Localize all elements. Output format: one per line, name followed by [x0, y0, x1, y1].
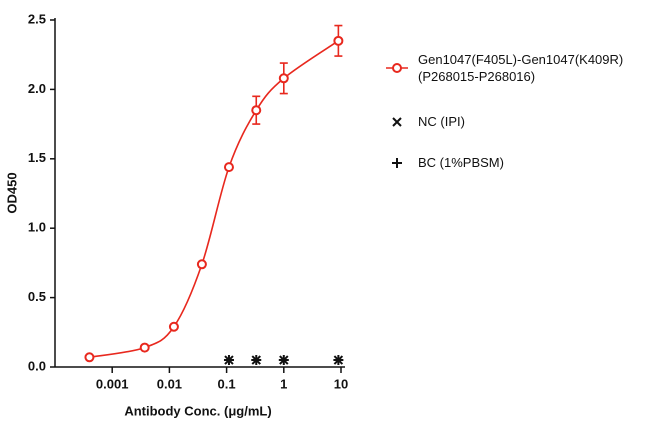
legend-label: Gen1047(F405L)-Gen1047(K409R) (P268015-P… — [418, 52, 624, 84]
point — [251, 105, 262, 116]
x-tick-label: 1 — [280, 376, 287, 391]
point — [84, 352, 95, 363]
y-tick-label: 1.5 — [28, 150, 46, 165]
point — [251, 355, 262, 366]
legend-marker — [392, 158, 402, 168]
y-tick-label: 2.0 — [28, 81, 46, 96]
legend-label: BC (1%PBSM) — [418, 155, 504, 170]
point — [278, 73, 289, 84]
y-tick-label: 1.0 — [28, 220, 46, 235]
legend-marker — [392, 63, 402, 73]
y-tick-label: 0.5 — [28, 289, 46, 304]
point — [278, 355, 289, 366]
point — [168, 321, 179, 332]
x-axis-label: Antibody Conc. (μg/mL) — [124, 403, 271, 418]
point — [333, 35, 344, 46]
legend-label: NC (IPI) — [418, 114, 465, 129]
x-tick-label: 0.1 — [218, 376, 236, 391]
legend-marker — [392, 117, 402, 127]
x-tick-label: 0.001 — [96, 376, 129, 391]
point — [139, 342, 150, 353]
point — [333, 355, 344, 366]
y-tick-label: 0.0 — [28, 358, 46, 373]
point — [223, 162, 234, 173]
point — [223, 355, 234, 366]
x-tick-label: 10 — [334, 376, 348, 391]
fit-curve — [89, 40, 339, 359]
y-axis-label: OD450 — [4, 172, 19, 213]
x-tick-label: 0.01 — [157, 376, 182, 391]
y-tick-label: 2.5 — [28, 11, 46, 26]
point — [196, 259, 207, 270]
